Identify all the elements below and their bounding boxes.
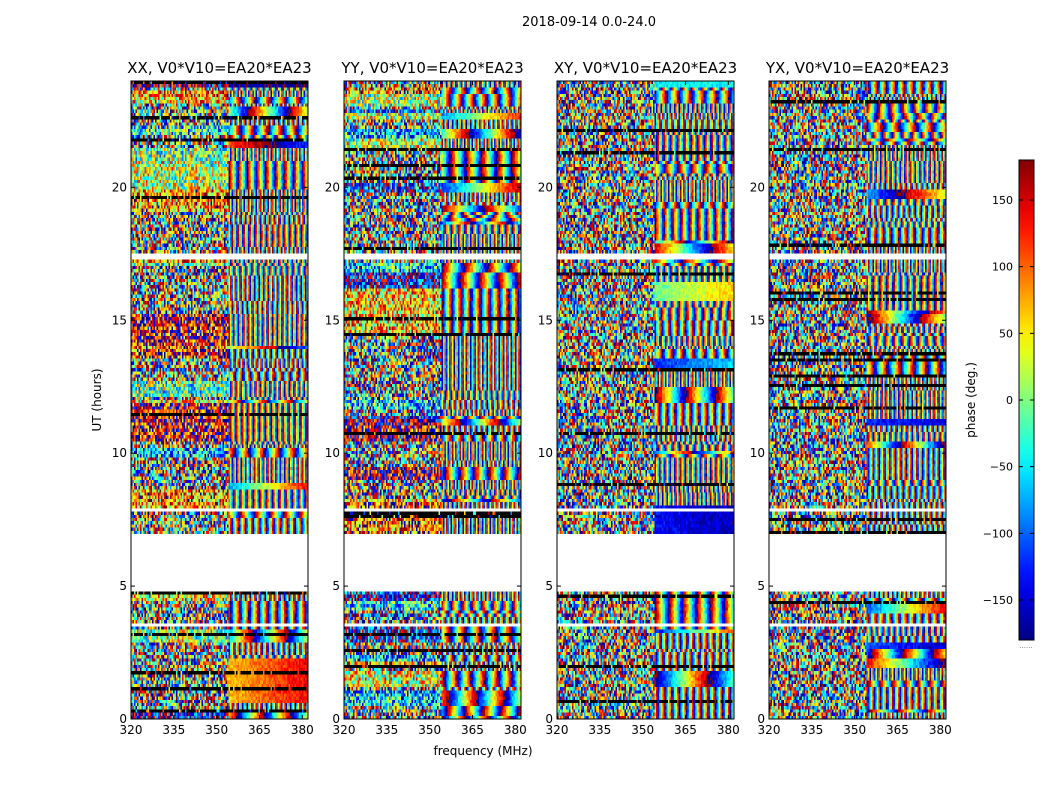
colorbar-tick-label: 0 [1006,394,1013,407]
x-tick-label: 365 [674,723,697,737]
x-axis-label: frequency (MHz) [433,744,532,758]
panel-title-3: XY, V0*V10=EA20*EA23 [554,59,737,77]
colorbar-label: phase (deg.) [964,362,978,438]
y-tick-label: 5 [757,579,765,593]
x-tick-label: 365 [886,723,909,737]
y-tick-label: 5 [119,579,127,593]
x-tick-label: 365 [461,723,484,737]
y-tick-label: 15 [538,313,553,327]
colorbar: −150 −100 −50 0 50 100 150 [983,159,1035,641]
colorbar-tick-label: −100 [983,527,1013,540]
panel-2: YY, V0*V10=EA20*EA23 320 335 350 365 380 0 5 10 1… [325,59,527,737]
x-tick-label: 350 [843,723,866,737]
y-tick-label: 15 [112,313,127,327]
x-tick-label: 320 [546,723,569,737]
colorbar-tick-label: 50 [999,327,1013,340]
panel-title-2: YY, V0*V10=EA20*EA23 [340,59,523,77]
x-tick-label: 335 [588,723,611,737]
panel-1: XX, V0*V10=EA20*EA23 320 335 350 365 380 0 5 10 1… [112,59,314,737]
figure-title: 2018-09-14 0.0-24.0 [522,15,656,30]
y-tick-label: 0 [119,712,127,726]
panel-frame [130,80,309,720]
colorbar-tick-label: −150 [983,594,1013,607]
panel-frame [768,80,947,720]
colorbar-tick-label: 100 [992,261,1013,274]
panel-frame [343,80,522,720]
panel-title-1: XX, V0*V10=EA20*EA23 [127,59,311,77]
panel-frame [556,80,735,720]
colorbar-tick-label: 150 [992,194,1013,207]
y-tick-label: 20 [112,180,127,194]
panel-title-4: YX, V0*V10=EA20*EA23 [765,59,949,77]
x-tick-label: 380 [291,723,314,737]
y-tick-label: 0 [757,712,765,726]
x-tick-label: 335 [800,723,823,737]
y-tick-label: 20 [325,180,340,194]
x-tick-label: 380 [929,723,952,737]
y-tick-label: 5 [545,579,553,593]
colorbar-extra-text: ...... [1019,642,1032,650]
panels: XX, V0*V10=EA20*EA23 320 335 350 365 380 0 5 10 1… [112,59,952,737]
x-tick-label: 320 [120,723,143,737]
panel-3: XY, V0*V10=EA20*EA23 320 335 350 365 380 0 5 10 1… [538,59,740,737]
x-tick-label: 335 [375,723,398,737]
x-tick-label: 350 [418,723,441,737]
x-tick-label: 365 [248,723,271,737]
y-tick-label: 0 [332,712,340,726]
y-tick-label: 10 [325,446,340,460]
y-tick-label: 0 [545,712,553,726]
panel-heatmap-4 [769,81,946,719]
y-tick-label: 5 [332,579,340,593]
x-tick-label: 380 [717,723,740,737]
panel-4: YX, V0*V10=EA20*EA23 320 335 350 365 380 0 5 10 1… [750,59,952,737]
y-tick-label: 15 [325,313,340,327]
y-tick-label: 10 [750,446,765,460]
x-tick-label: 320 [758,723,781,737]
panel-heatmap-1 [131,81,308,719]
y-axis-label: UT (hours) [90,368,104,431]
x-tick-label: 350 [631,723,654,737]
x-tick-label: 335 [162,723,185,737]
panel-heatmap-3 [557,81,734,719]
y-tick-label: 20 [750,180,765,194]
x-tick-label: 320 [333,723,356,737]
x-tick-label: 380 [504,723,527,737]
y-tick-label: 20 [538,180,553,194]
y-tick-label: 10 [538,446,553,460]
y-tick-label: 15 [750,313,765,327]
y-tick-label: 10 [112,446,127,460]
panel-heatmap-2 [344,81,521,719]
colorbar-tick-label: −50 [990,461,1013,474]
x-tick-label: 350 [205,723,228,737]
